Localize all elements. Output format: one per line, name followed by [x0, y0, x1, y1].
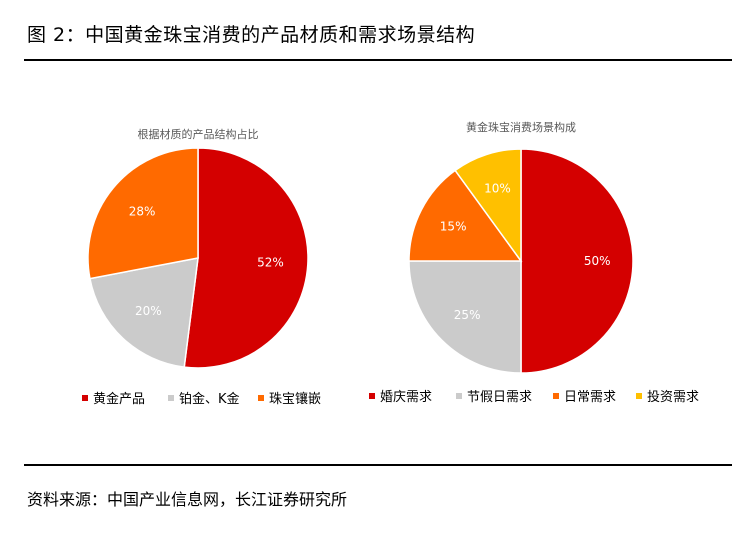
- slice-label-gold: 52%: [257, 256, 284, 270]
- legend-swatch-daily: [553, 393, 559, 399]
- legend-label-platinum-kgold: 铂金、K金: [179, 391, 240, 407]
- legend-label-daily: 日常需求: [564, 390, 616, 405]
- legend-label-gold: 黄金产品: [93, 391, 145, 407]
- slice-label-wedding: 50%: [584, 254, 611, 268]
- pie-slice-gold: [183, 147, 309, 369]
- slice-label-platinum-kgold: 20%: [135, 304, 162, 318]
- legend-swatch-platinum-kgold: [168, 395, 174, 401]
- legend-swatch-gold: [82, 395, 88, 401]
- legend-label-investment: 投资需求: [647, 389, 699, 405]
- scene-pie-chart: 黄金珠宝消费场景构成 50% 25% 15% 10% 婚庆需求 节假日需求 日常需求 投资需求: [369, 120, 699, 405]
- pie-title: 根据材质的产品结构占比: [138, 127, 259, 141]
- pie-slice-platinum-kgold: [89, 257, 199, 368]
- material-pie-chart: 根据材质的产品结构占比 52% 20% 28% 黄金产品 铂金、K金 珠宝镶嵌: [82, 127, 321, 407]
- pie-slice-daily: [408, 169, 523, 262]
- legend-swatch-jewelry-inlay: [258, 395, 264, 401]
- pie-title: 黄金珠宝消费场景构成: [466, 120, 576, 134]
- pie-slice-jewelry-inlay: [87, 147, 199, 280]
- source-note: 资料来源：中国产业信息网，长江证券研究所: [27, 490, 348, 509]
- top-divider: [24, 59, 732, 61]
- legend-swatch-wedding: [369, 393, 375, 399]
- pie-slice-investment: [454, 148, 522, 264]
- legend-swatch-investment: [636, 393, 642, 399]
- legend-label-wedding: 婚庆需求: [380, 390, 432, 405]
- legend-label-jewelry-inlay: 珠宝镶嵌: [269, 391, 321, 407]
- slice-label-holiday: 25%: [454, 308, 481, 322]
- legend-swatch-holiday: [456, 393, 462, 399]
- figure-title: 图 2：中国黄金珠宝消费的产品材质和需求场景结构: [27, 24, 476, 46]
- bottom-divider: [24, 464, 732, 466]
- slice-label-investment: 10%: [484, 182, 511, 196]
- pie-slice-holiday: [408, 260, 522, 374]
- slice-label-jewelry-inlay: 28%: [129, 205, 156, 219]
- slice-label-daily: 15%: [440, 219, 467, 233]
- legend-label-holiday: 节假日需求: [467, 390, 532, 405]
- pie-slice-wedding: [520, 148, 634, 374]
